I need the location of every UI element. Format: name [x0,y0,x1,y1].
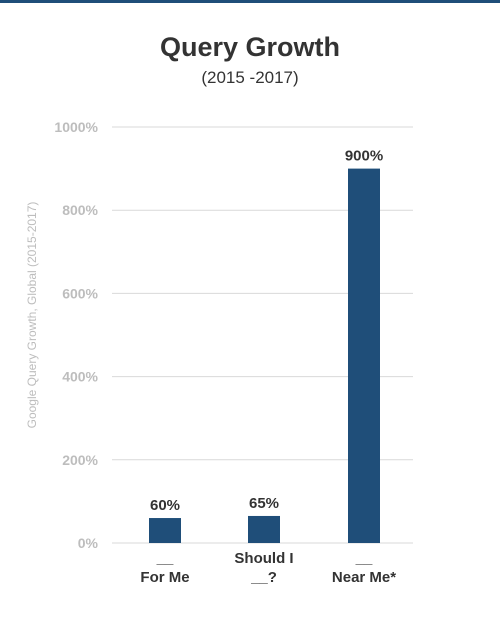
x-tick-label: Should I [234,550,293,567]
top-rule [0,0,500,3]
y-tick-label: 1000% [54,119,98,135]
bars [149,168,380,543]
x-tick-label: For Me [140,569,189,586]
y-tick-label: 200% [62,452,98,468]
y-axis-label: Google Query Growth, Global (2015-2017) [25,202,39,429]
chart-title: Query Growth [159,32,341,62]
y-tick-label: 0% [78,535,99,551]
y-tick-label: 600% [62,285,98,301]
x-tick-label: __ [156,550,174,567]
bar [149,518,181,543]
data-labels: 60% 65% 900% [150,148,383,514]
bar [248,515,280,543]
x-tick-label: __? [250,569,277,586]
y-tick-label: 400% [62,369,98,385]
y-tick-label: 800% [62,202,98,218]
data-label: 900% [345,148,383,165]
data-label: 65% [249,495,279,512]
y-tick-labels: 0% 200% 400% 600% 800% 1000% [54,119,98,551]
x-tick-labels: __ For Me Should I __? __ Near Me* [140,550,396,586]
x-tick-label: __ [355,550,373,567]
chart-subtitle: (2015 -2017) [201,68,299,87]
data-label: 60% [150,497,180,514]
x-tick-label: Near Me* [332,569,396,586]
bar [348,168,380,543]
